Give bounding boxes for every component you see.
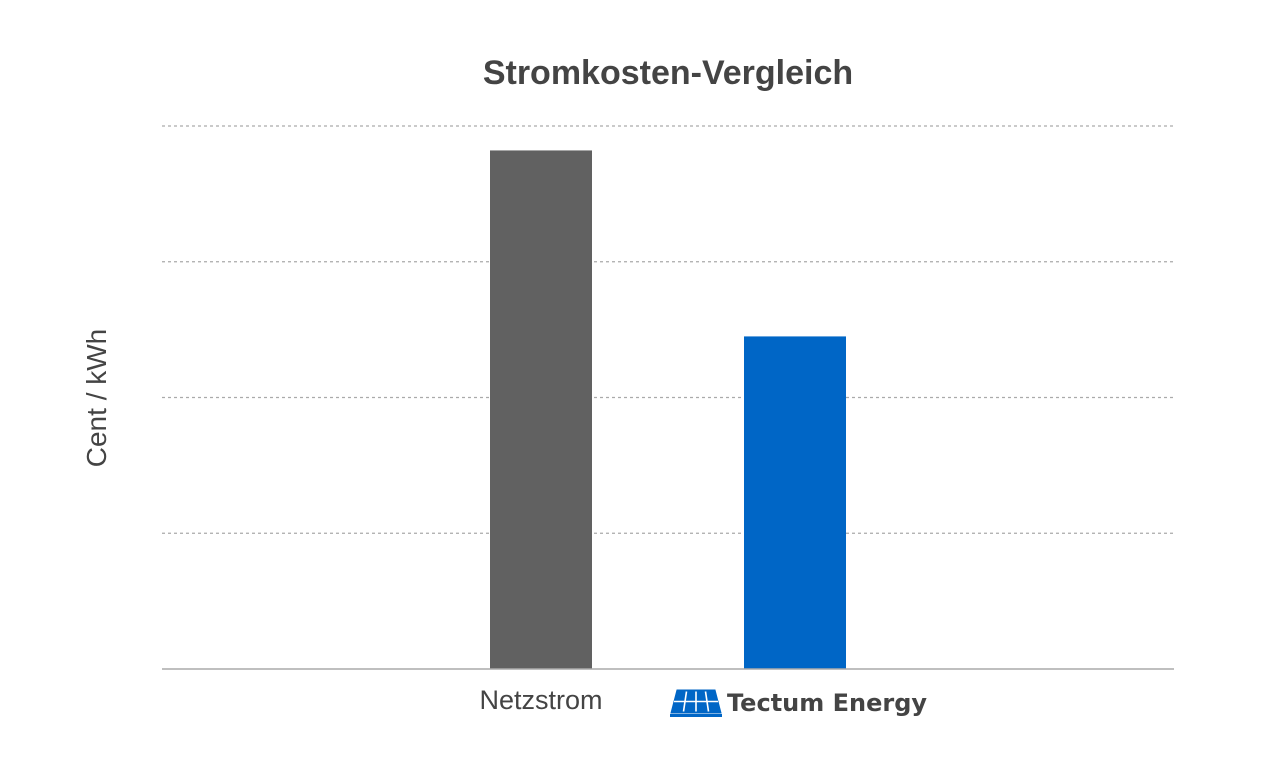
logo-wordmark: Tectum Energy: [727, 689, 927, 717]
y-axis-label: Cent / kWh: [81, 329, 112, 467]
gridlines: [162, 125, 1174, 534]
bars: [490, 150, 846, 669]
bar-tectum-energy: [744, 336, 846, 669]
chart-title: Stromkosten-Vergleich: [483, 54, 853, 92]
solar-panel-icon: [670, 689, 722, 717]
tectum-energy-logo: Tectum Energy: [670, 689, 927, 717]
bar-netzstrom: [490, 150, 592, 669]
category-label-netzstrom: Netzstrom: [479, 685, 602, 715]
